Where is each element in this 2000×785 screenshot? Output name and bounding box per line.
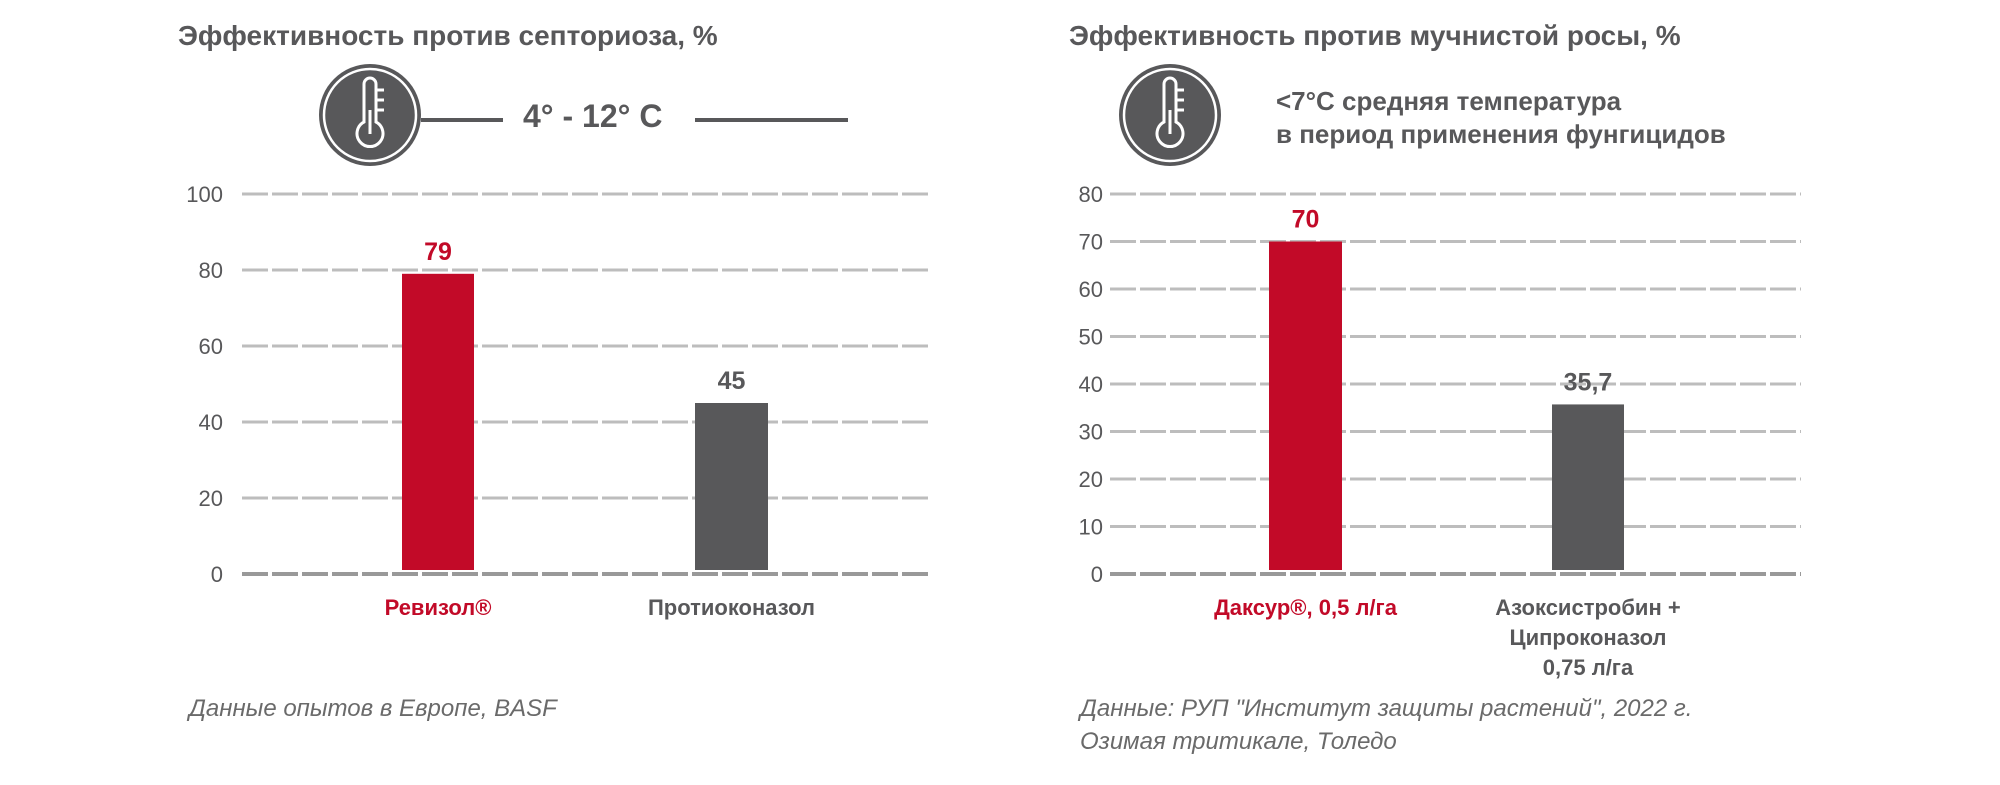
y-tick-label: 0 [1091, 562, 1103, 587]
y-tick-label: 50 [1079, 325, 1103, 350]
category-label: Ревизол® [385, 595, 492, 620]
chart-2: Эффективность против мучнистой росы, % <7… [1069, 20, 1801, 755]
icon-ring [1122, 67, 1218, 163]
y-tick-label: 80 [1079, 182, 1103, 207]
category-label: 0,75 л/га [1543, 655, 1634, 680]
chart-title: Эффективность против септориоза, % [178, 20, 718, 51]
condition-text: 4° - 12° C [523, 98, 662, 134]
y-tick-label: 10 [1079, 515, 1103, 540]
y-tick-label: 20 [199, 486, 223, 511]
data-label: 70 [1292, 206, 1320, 234]
chart-title: Эффективность против мучнистой росы, % [1069, 20, 1681, 51]
thermometer-icon [1119, 64, 1221, 166]
condition-text: <7°С средняя температура [1276, 86, 1622, 116]
y-tick-label: 100 [186, 182, 223, 207]
y-tick-label: 70 [1079, 230, 1103, 255]
y-tick-label: 80 [199, 258, 223, 283]
footnote: Озимая тритикале, Толедо [1080, 728, 1397, 755]
thermometer-ticks [376, 88, 384, 112]
thermometer-outline [1155, 76, 1185, 149]
y-tick-label: 0 [211, 562, 223, 587]
thermometer-outline [355, 76, 385, 149]
y-tick-label: 60 [1079, 277, 1103, 302]
bar [695, 403, 768, 570]
y-tick-label: 60 [199, 334, 223, 359]
bar [1269, 241, 1342, 570]
footnote: Данные: РУП "Институт защиты растений", … [1077, 695, 1692, 722]
footnote: Данные опытов в Европе, BASF [186, 695, 558, 722]
chart-1: Эффективность против септориоза, % 4° - 1… [178, 20, 928, 722]
icon-ring [322, 67, 418, 163]
y-tick-label: 40 [199, 410, 223, 435]
thermometer-icon [319, 64, 421, 166]
bar [1552, 404, 1624, 570]
data-label: 35,7 [1564, 368, 1613, 396]
y-tick-label: 30 [1079, 420, 1103, 445]
condition-text: в период применения фунгицидов [1276, 119, 1726, 149]
category-label: Ципроконазол [1510, 625, 1667, 650]
bar [402, 273, 474, 570]
category-label: Протиоконазол [648, 595, 815, 620]
thermometer-ticks [1176, 88, 1184, 112]
data-label: 79 [424, 238, 452, 266]
data-label: 45 [718, 367, 746, 395]
y-tick-label: 20 [1079, 467, 1103, 492]
category-label: Даксур®, 0,5 л/га [1214, 595, 1398, 620]
category-label: Азоксистробин + [1495, 595, 1680, 620]
y-tick-label: 40 [1079, 372, 1103, 397]
